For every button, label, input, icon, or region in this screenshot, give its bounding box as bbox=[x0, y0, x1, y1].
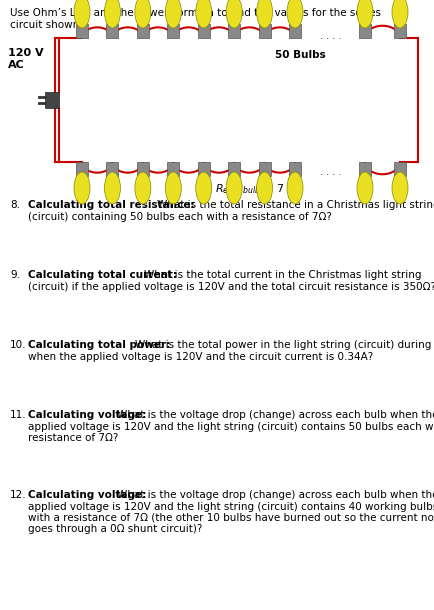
Bar bbox=[137, 162, 149, 176]
Text: Calculating total current:: Calculating total current: bbox=[28, 270, 177, 280]
Bar bbox=[45, 92, 59, 108]
Bar bbox=[167, 24, 179, 38]
Bar bbox=[359, 162, 371, 176]
Bar bbox=[106, 24, 118, 38]
Text: Use Ohm’s Law and the Power Formula to find the values for the series
circuit sh: Use Ohm’s Law and the Power Formula to f… bbox=[10, 8, 381, 30]
Ellipse shape bbox=[287, 172, 303, 204]
Text: What is the total power in the light string (circuit) during: What is the total power in the light str… bbox=[135, 340, 431, 350]
Bar bbox=[228, 24, 240, 38]
Bar bbox=[198, 162, 210, 176]
Ellipse shape bbox=[256, 0, 273, 28]
Text: Calculating voltage:: Calculating voltage: bbox=[28, 410, 146, 420]
Bar bbox=[289, 24, 301, 38]
Ellipse shape bbox=[392, 0, 408, 28]
Text: . . . .: . . . . bbox=[320, 31, 342, 41]
Ellipse shape bbox=[196, 0, 212, 28]
Text: Calculating voltage:: Calculating voltage: bbox=[28, 490, 146, 500]
Text: What is the total resistance in a Christmas light string: What is the total resistance in a Christ… bbox=[157, 200, 434, 210]
Ellipse shape bbox=[165, 172, 181, 204]
Text: 50 Bulbs: 50 Bulbs bbox=[275, 50, 326, 60]
Ellipse shape bbox=[392, 172, 408, 204]
Bar bbox=[259, 162, 270, 176]
Bar bbox=[198, 24, 210, 38]
Ellipse shape bbox=[74, 0, 90, 28]
Ellipse shape bbox=[256, 172, 273, 204]
Text: 9.: 9. bbox=[10, 270, 20, 280]
Text: . . . .: . . . . bbox=[320, 167, 342, 177]
Text: 11.: 11. bbox=[10, 410, 26, 420]
Text: resistance of 7Ω?: resistance of 7Ω? bbox=[28, 433, 118, 443]
Text: applied voltage is 120V and the light string (circuit) contains 40 working bulbs: applied voltage is 120V and the light st… bbox=[28, 502, 434, 512]
Bar bbox=[394, 162, 406, 176]
Text: (circuit) containing 50 bulbs each with a resistance of 7Ω?: (circuit) containing 50 bulbs each with … bbox=[28, 212, 332, 222]
Bar bbox=[228, 162, 240, 176]
Ellipse shape bbox=[165, 0, 181, 28]
Ellipse shape bbox=[135, 0, 151, 28]
Bar bbox=[259, 24, 270, 38]
Ellipse shape bbox=[357, 0, 373, 28]
Ellipse shape bbox=[357, 172, 373, 204]
Text: 8.: 8. bbox=[10, 200, 20, 210]
Text: applied voltage is 120V and the light string (circuit) contains 50 bulbs each wi: applied voltage is 120V and the light st… bbox=[28, 422, 434, 432]
Bar bbox=[106, 162, 118, 176]
Ellipse shape bbox=[105, 0, 120, 28]
Text: 120 V
AC: 120 V AC bbox=[8, 48, 44, 70]
Text: What is the voltage drop (change) across each bulb when the: What is the voltage drop (change) across… bbox=[117, 410, 434, 420]
Bar bbox=[137, 24, 149, 38]
Bar bbox=[167, 162, 179, 176]
Ellipse shape bbox=[226, 0, 242, 28]
Bar bbox=[289, 162, 301, 176]
Bar bbox=[394, 24, 406, 38]
Text: with a resistance of 7Ω (the other 10 bulbs have burned out so the current now: with a resistance of 7Ω (the other 10 bu… bbox=[28, 513, 434, 523]
Ellipse shape bbox=[287, 0, 303, 28]
Bar bbox=[359, 24, 371, 38]
Text: 10.: 10. bbox=[10, 340, 26, 350]
Text: when the applied voltage is 120V and the circuit current is 0.34A?: when the applied voltage is 120V and the… bbox=[28, 352, 373, 362]
Ellipse shape bbox=[74, 172, 90, 204]
Text: Calculating total resistance:: Calculating total resistance: bbox=[28, 200, 194, 210]
Ellipse shape bbox=[105, 172, 120, 204]
Text: Calculating total power:: Calculating total power: bbox=[28, 340, 170, 350]
Text: What is the total current in the Christmas light string: What is the total current in the Christm… bbox=[144, 270, 421, 280]
Bar bbox=[76, 162, 88, 176]
Ellipse shape bbox=[226, 172, 242, 204]
Bar bbox=[76, 24, 88, 38]
Text: What is the voltage drop (change) across each bulb when the: What is the voltage drop (change) across… bbox=[117, 490, 434, 500]
Text: $\mathit{R}_{each\,bulb}$ = 7 Ω: $\mathit{R}_{each\,bulb}$ = 7 Ω bbox=[215, 182, 297, 196]
Ellipse shape bbox=[196, 172, 212, 204]
Text: (circuit) if the applied voltage is 120V and the total circuit resistance is 350: (circuit) if the applied voltage is 120V… bbox=[28, 282, 434, 292]
Text: goes through a 0Ω shunt circuit)?: goes through a 0Ω shunt circuit)? bbox=[28, 524, 202, 534]
Text: 12.: 12. bbox=[10, 490, 26, 500]
Ellipse shape bbox=[135, 172, 151, 204]
